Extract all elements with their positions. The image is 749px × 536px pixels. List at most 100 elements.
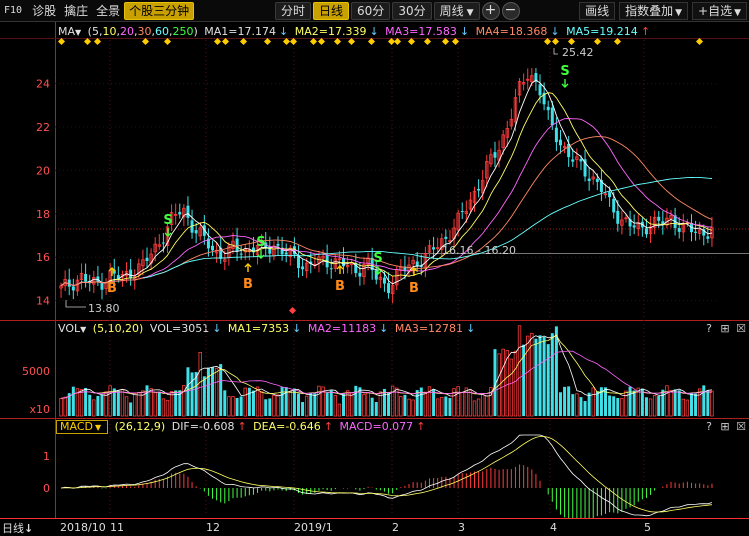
volume-bar bbox=[129, 402, 133, 416]
candle-body bbox=[489, 154, 493, 165]
candle-body bbox=[505, 128, 509, 138]
volume-bar bbox=[464, 387, 469, 417]
signal-diamond bbox=[423, 37, 432, 46]
chevron-down-icon[interactable]: ▼ bbox=[75, 28, 82, 37]
volume-bar bbox=[489, 387, 493, 417]
toolbar-item-three-minute[interactable]: 个股三分钟 bbox=[124, 1, 195, 20]
candle-body bbox=[521, 82, 526, 85]
volume-bar bbox=[214, 367, 219, 417]
candle-body bbox=[546, 106, 550, 111]
close-icon[interactable]: ☒ bbox=[736, 322, 746, 335]
volume-bar bbox=[669, 389, 673, 417]
candle-body bbox=[460, 211, 464, 213]
buy-signal: B bbox=[409, 281, 419, 296]
volume-bar bbox=[522, 344, 526, 416]
candle-body bbox=[309, 261, 313, 264]
period-mode-label[interactable]: 日线↓ bbox=[2, 522, 34, 535]
index-overlay-button[interactable]: 指数叠加 ▼ bbox=[619, 2, 689, 20]
signal-diamond bbox=[551, 37, 560, 46]
volume-bar bbox=[108, 385, 112, 417]
period-weekly[interactable]: 周线 ▼ bbox=[433, 2, 480, 20]
signal-diamond bbox=[367, 37, 376, 46]
arrow-up-icon: ↑ bbox=[237, 420, 247, 433]
candle-body bbox=[599, 180, 603, 193]
draw-line-button[interactable]: 画线 bbox=[579, 2, 616, 20]
volume-bar bbox=[288, 391, 292, 417]
candle-body bbox=[235, 238, 239, 252]
volume-bar bbox=[456, 386, 460, 417]
chevron-down-icon: ▼ bbox=[94, 423, 102, 432]
period-60min[interactable]: 60分 bbox=[351, 2, 391, 20]
expand-icon[interactable]: ⊞ bbox=[720, 322, 730, 335]
toolbar-item-capture[interactable]: 擒庄 bbox=[64, 3, 89, 18]
volume-bar bbox=[59, 398, 63, 417]
chevron-down-icon[interactable]: ▼ bbox=[80, 325, 87, 334]
volume-bar bbox=[259, 391, 264, 417]
volume-ma-line-20 bbox=[60, 350, 713, 399]
macd-dea-line bbox=[60, 436, 713, 513]
volume-bar bbox=[235, 397, 239, 416]
signal-markers bbox=[57, 37, 704, 315]
vol-indicator-name[interactable]: VOL bbox=[58, 322, 81, 335]
price-tick-label: 14 bbox=[36, 295, 50, 308]
period-30min[interactable]: 30分 bbox=[392, 2, 432, 20]
volume-bar bbox=[468, 390, 473, 417]
arrow-down-icon: ↓ bbox=[212, 322, 222, 335]
volume-bar bbox=[198, 352, 202, 417]
volume-bar bbox=[206, 367, 210, 416]
signal-arrow-head bbox=[164, 232, 172, 237]
candle-body bbox=[124, 270, 129, 277]
candle-body bbox=[432, 247, 436, 250]
macd-indicator-button[interactable]: MACD ▼ bbox=[56, 420, 109, 434]
ma-line-5 bbox=[60, 79, 713, 287]
date-label: 11 bbox=[110, 521, 124, 534]
help-icon[interactable]: ? bbox=[706, 420, 712, 433]
candle-body bbox=[477, 188, 481, 191]
toolbar-item-overview[interactable]: 全景 bbox=[96, 3, 121, 18]
candle-body bbox=[178, 211, 182, 215]
buy-signal: B bbox=[107, 281, 117, 296]
candle-body bbox=[264, 242, 268, 249]
volume-ma-line-10 bbox=[60, 334, 713, 399]
volume-bar bbox=[460, 391, 464, 417]
candle-body bbox=[702, 229, 706, 236]
volume-bar bbox=[546, 344, 550, 416]
close-icon[interactable]: ☒ bbox=[736, 420, 746, 433]
zoom-in-button[interactable]: + bbox=[481, 2, 500, 20]
help-icon[interactable]: ? bbox=[706, 322, 712, 335]
signal-arrow-head bbox=[561, 83, 569, 88]
candle-body bbox=[440, 238, 444, 250]
vol-unit-label: x10 bbox=[29, 403, 50, 416]
high-marker bbox=[553, 48, 558, 55]
volume-bar bbox=[694, 393, 698, 416]
ma-indicator-name[interactable]: MA bbox=[58, 25, 76, 38]
expand-icon[interactable]: ⊞ bbox=[720, 420, 730, 433]
signal-diamond bbox=[593, 37, 602, 46]
f10-button[interactable]: F10 bbox=[4, 4, 23, 16]
macd-value: MACD=0.077 bbox=[339, 420, 414, 433]
volume-bar bbox=[153, 391, 157, 417]
volume-bar bbox=[485, 395, 489, 417]
volume-bar bbox=[411, 399, 415, 417]
volume-bar bbox=[165, 399, 170, 417]
volume-bar bbox=[309, 392, 313, 416]
period-timeshare[interactable]: 分时 bbox=[275, 2, 312, 20]
volume-bar bbox=[354, 385, 358, 416]
volume-bar bbox=[685, 399, 690, 417]
date-label: 12 bbox=[206, 521, 220, 534]
zoom-out-button[interactable]: − bbox=[501, 2, 520, 20]
signal-diamond bbox=[543, 37, 552, 46]
volume-bar bbox=[161, 398, 166, 417]
period-daily[interactable]: 日线 bbox=[313, 2, 350, 20]
date-label: 3 bbox=[458, 521, 465, 534]
volume-bar bbox=[104, 391, 108, 417]
toolbar-item-diagnose[interactable]: 诊股 bbox=[32, 3, 57, 18]
candle-body bbox=[587, 178, 591, 181]
volume-bar bbox=[706, 390, 710, 416]
add-watchlist-button[interactable]: +自选 ▼ bbox=[692, 2, 747, 20]
volume-bar bbox=[677, 390, 681, 416]
candle-body bbox=[390, 285, 395, 295]
vol-ma1-value: MA1=7353 bbox=[227, 322, 290, 335]
signal-diamond bbox=[83, 37, 92, 46]
